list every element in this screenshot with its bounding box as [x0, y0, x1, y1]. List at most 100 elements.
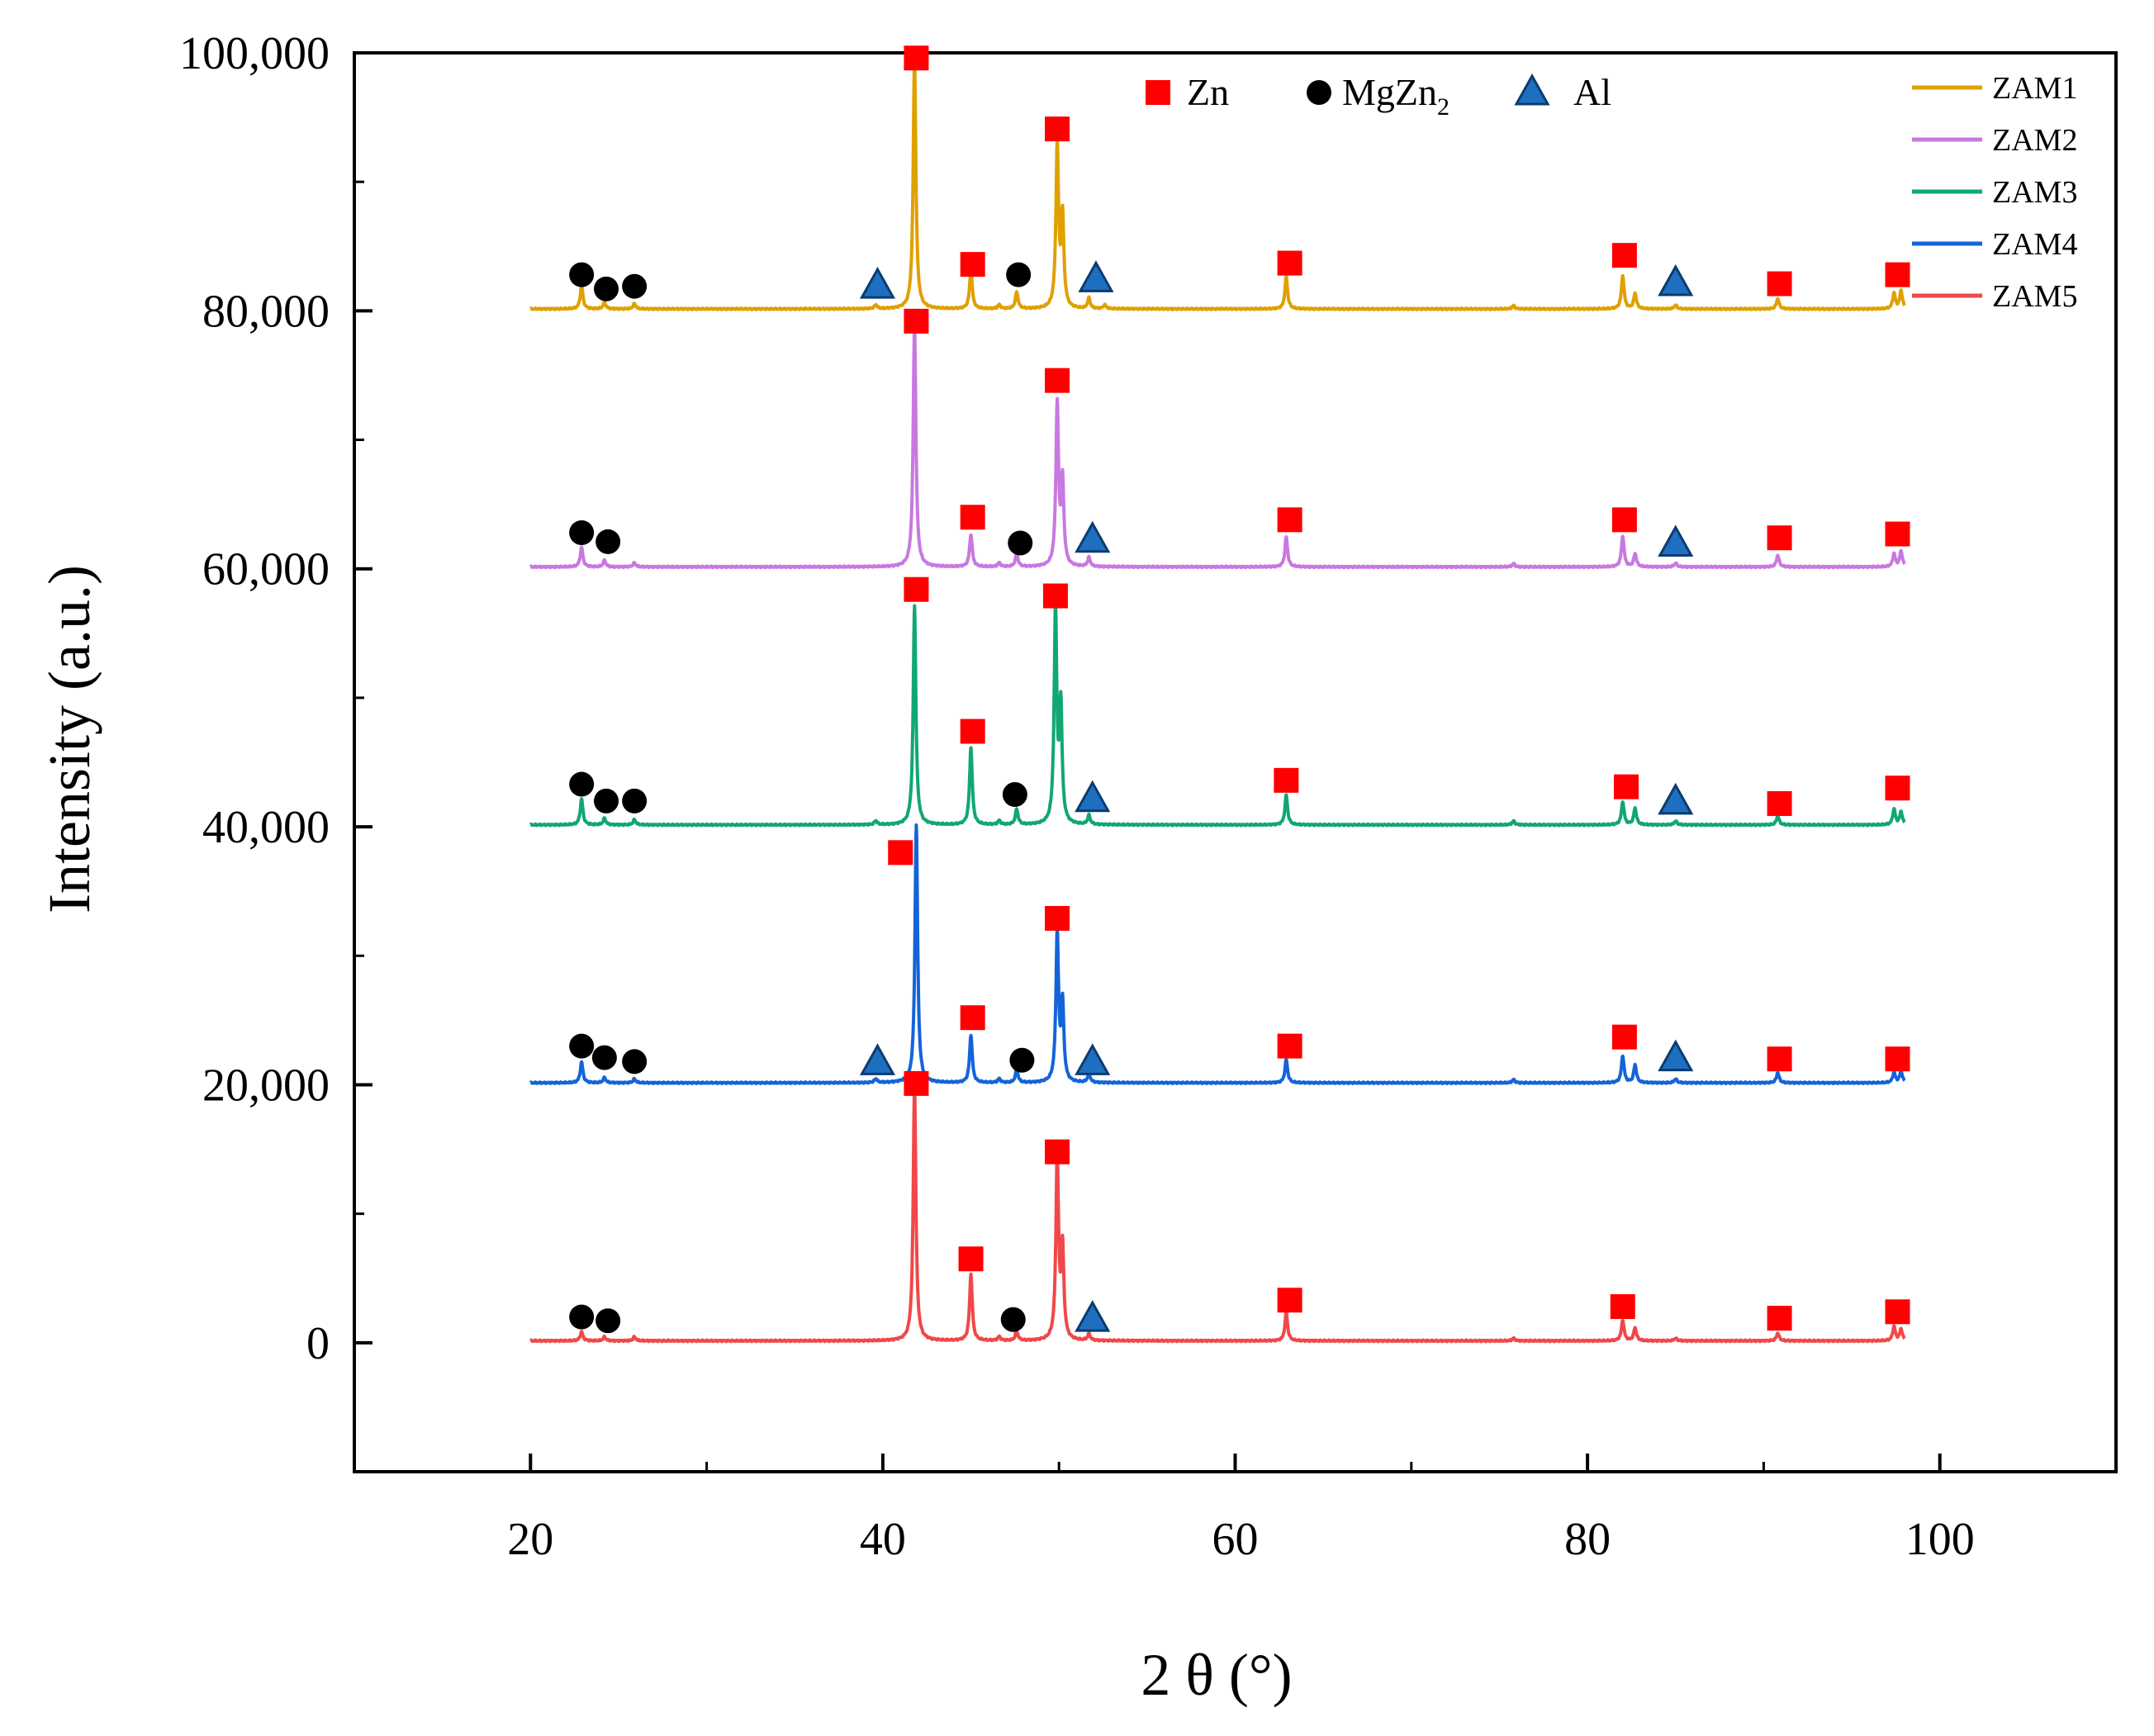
al-marker — [1075, 780, 1111, 813]
legend-label-zam2: ZAM2 — [1992, 123, 2077, 158]
zn-marker — [1611, 243, 1637, 268]
zn-marker — [1767, 271, 1792, 296]
x-axis-title: 2 θ (°) — [1141, 1642, 1292, 1708]
y-axis-title: Intensity (a.u.) — [36, 565, 102, 913]
series-line-zam3 — [529, 600, 1906, 828]
mgzn2-marker — [595, 1308, 621, 1334]
zn-marker — [1767, 1306, 1792, 1331]
mgzn2-marker — [1008, 530, 1033, 556]
mgzn2-marker — [595, 529, 621, 554]
zn-marker — [1885, 1299, 1910, 1325]
zn-marker — [1277, 1033, 1302, 1059]
mgzn2-marker — [591, 1045, 617, 1070]
y-tick-label: 20,000 — [202, 1060, 330, 1111]
mgzn2-marker — [1000, 1307, 1026, 1332]
legend-label-zam4: ZAM4 — [1992, 227, 2077, 262]
legend-label-zam5: ZAM5 — [1992, 279, 2077, 314]
mgzn2-marker — [594, 276, 619, 301]
zn-marker — [1885, 1046, 1910, 1072]
al-marker — [1658, 782, 1694, 815]
zn-marker — [1614, 774, 1639, 799]
al-marker — [1075, 520, 1111, 553]
mgzn2-marker — [1002, 782, 1027, 808]
mgzn2-marker — [569, 771, 595, 797]
zn-marker — [1767, 1046, 1792, 1072]
zn-marker — [1274, 767, 1299, 793]
series-lines — [529, 55, 1906, 1344]
mgzn2-marker — [569, 262, 595, 287]
al-marker — [1658, 524, 1694, 557]
mgzn2-marker — [1006, 262, 1032, 287]
y-tick-label: 80,000 — [202, 286, 330, 337]
al-marker — [859, 267, 896, 299]
zn-marker — [960, 1005, 985, 1031]
al-legend-icon — [1514, 73, 1550, 106]
mgzn2-legend-label: MgZn2 — [1342, 71, 1449, 121]
al-marker — [1075, 1300, 1111, 1332]
al-marker — [1658, 1039, 1694, 1072]
mgzn2-marker — [622, 788, 648, 813]
zn-marker — [958, 1246, 984, 1272]
mgzn2-legend-base: MgZn — [1342, 71, 1437, 113]
zn-marker — [1042, 583, 1068, 609]
zn-marker — [904, 1070, 929, 1096]
zn-marker — [1277, 1288, 1302, 1313]
zn-legend-label: Zn — [1187, 71, 1229, 113]
x-tick-label: 80 — [1564, 1514, 1611, 1565]
y-tick-label: 0 — [306, 1318, 330, 1369]
plot-frame — [353, 51, 2118, 1473]
legend-label-zam3: ZAM3 — [1992, 175, 2077, 210]
zn-marker — [1277, 250, 1302, 276]
al-marker — [1075, 1043, 1111, 1075]
y-tick-label: 40,000 — [202, 802, 330, 853]
series-line-zam2 — [529, 320, 1906, 570]
series-line-zam1 — [529, 55, 1906, 311]
legend-label-zam1: ZAM1 — [1992, 71, 2077, 106]
al-marker — [1078, 260, 1114, 292]
series-legend: ZAM1 ZAM2 ZAM3 ZAM4 ZAM5 — [1912, 71, 2077, 314]
zn-marker — [888, 840, 913, 866]
x-axis: 20 40 60 80 100 — [507, 1454, 1975, 1565]
zn-marker — [1885, 776, 1910, 801]
al-legend-label: Al — [1573, 71, 1611, 113]
zn-marker — [904, 576, 929, 602]
y-tick-label: 100,000 — [179, 28, 330, 79]
mgzn2-marker — [569, 519, 595, 545]
zn-marker — [960, 719, 985, 744]
x-tick-label: 60 — [1212, 1514, 1259, 1565]
zn-legend-icon — [1146, 80, 1170, 105]
mgzn2-legend-icon — [1307, 80, 1331, 105]
x-tick-label: 100 — [1905, 1514, 1975, 1565]
zn-marker — [1277, 507, 1302, 533]
zn-marker — [1885, 262, 1910, 287]
mgzn2-marker — [569, 1033, 595, 1059]
mgzn2-marker — [1009, 1047, 1035, 1073]
mgzn2-marker — [622, 273, 648, 299]
zn-marker — [1045, 1139, 1070, 1164]
mgzn2-legend-subscript: 2 — [1437, 93, 1449, 121]
zn-marker — [904, 45, 929, 71]
x-tick-label: 40 — [860, 1514, 906, 1565]
series-line-zam4 — [529, 823, 1906, 1085]
zn-marker — [1611, 507, 1637, 533]
zn-marker — [1045, 368, 1070, 393]
mgzn2-marker — [622, 1049, 648, 1074]
phase-markers — [569, 45, 1910, 1334]
zn-marker — [1611, 1024, 1637, 1050]
zn-marker — [1045, 905, 1070, 931]
zn-marker — [1885, 521, 1910, 547]
mgzn2-marker — [569, 1304, 595, 1330]
zn-marker — [1767, 790, 1792, 816]
zn-marker — [960, 505, 985, 530]
y-axis: 0 20,000 40,000 60,000 80,000 100,000 — [179, 28, 372, 1369]
zn-marker — [1610, 1294, 1635, 1320]
al-marker — [1658, 263, 1694, 296]
zn-marker — [904, 308, 929, 334]
x-tick-label: 20 — [507, 1514, 553, 1565]
al-marker — [859, 1043, 896, 1075]
zn-marker — [960, 252, 985, 277]
series-line-zam5 — [529, 1081, 1906, 1344]
mgzn2-marker — [594, 788, 619, 813]
zn-marker — [1767, 525, 1792, 551]
